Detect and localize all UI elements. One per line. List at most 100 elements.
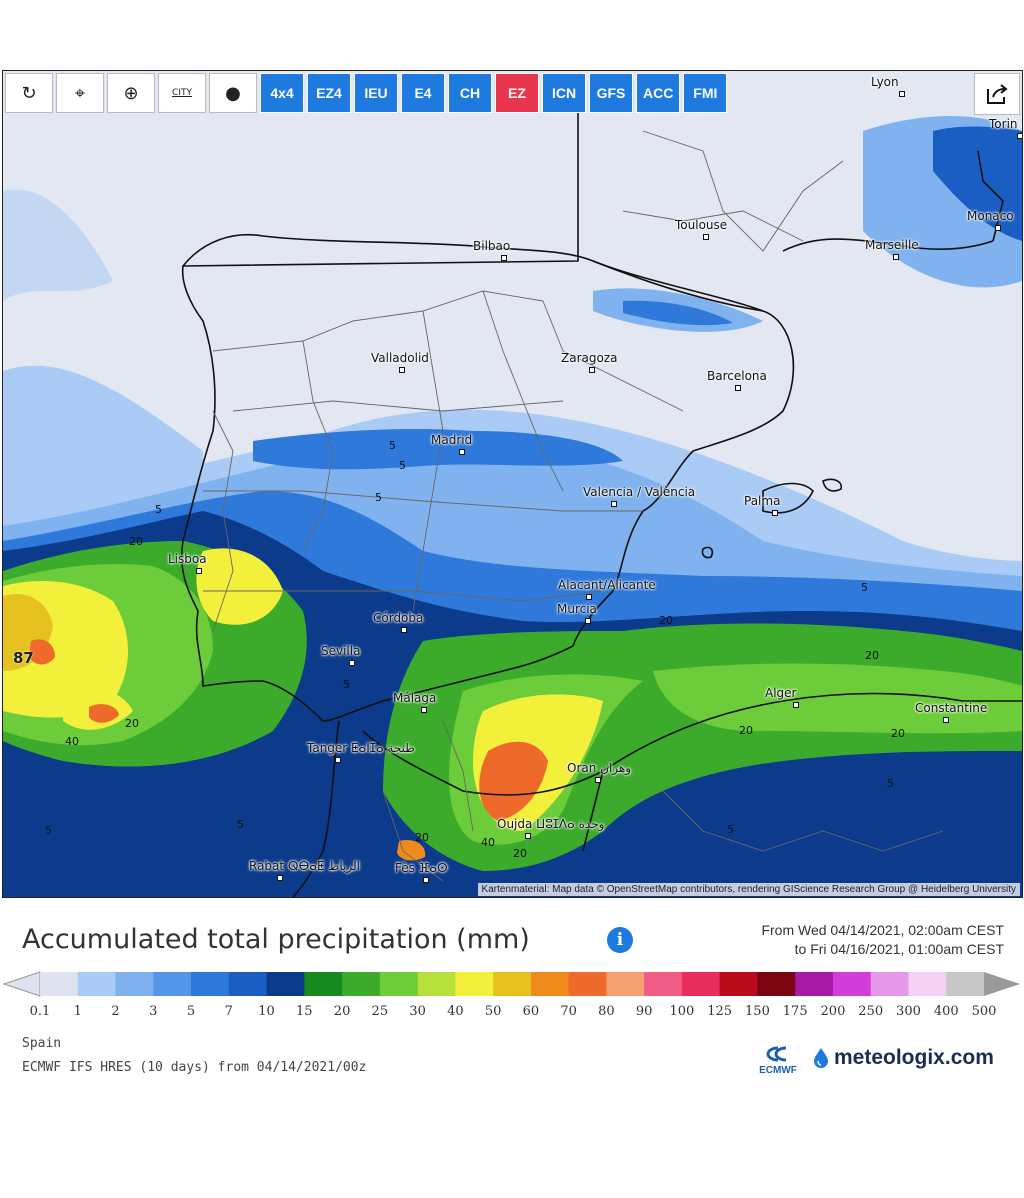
legend-swatch — [870, 972, 909, 996]
legend-tick-label: 150 — [745, 1004, 770, 1019]
contour-value: 20 — [865, 649, 879, 662]
contour-value: 5 — [727, 823, 734, 836]
precip-area — [3, 189, 113, 301]
contour-value: 20 — [415, 831, 429, 844]
ecmwf-logo-icon — [766, 1046, 787, 1062]
legend-swatch — [606, 972, 645, 996]
refresh-icon: ↻ — [21, 82, 37, 104]
legend-swatch — [40, 972, 79, 996]
city-label: Fès ⴼⴰⵙ — [395, 861, 448, 875]
city-marker — [349, 660, 355, 666]
info-icon[interactable]: i — [607, 927, 633, 953]
city-marker — [893, 254, 899, 260]
city-label: Alacant/Alicante — [558, 578, 656, 592]
map-toolbar: ↻ ⌖ ⊕ CITY ● 4x4 EZ4 IEU E4 CH EZ ICN GFS ACC FMI — [5, 73, 728, 115]
location-pin-icon-button[interactable]: ⌖ — [56, 73, 104, 113]
droplet-icon — [814, 1048, 828, 1068]
model-button-ez4[interactable]: EZ4 — [307, 73, 351, 113]
legend-swatch — [568, 972, 607, 996]
city-label: Rabat ⵕⴱⴰⵟ الرباط — [249, 859, 360, 873]
legend-tick-label: 3 — [149, 1004, 158, 1019]
model-button-acc[interactable]: ACC — [636, 73, 681, 113]
city-marker — [772, 510, 778, 516]
contour-value: 40 — [65, 735, 79, 748]
legend-tick-label: 50 — [484, 1004, 502, 1019]
share-button[interactable] — [974, 73, 1020, 115]
city-label: Madrid — [431, 433, 473, 447]
refresh-icon-button[interactable]: ↻ — [5, 73, 53, 113]
contour-value: 87 — [13, 649, 34, 667]
legend-tick-label: 2 — [111, 1004, 120, 1019]
legend-tick-label: 200 — [820, 1004, 846, 1019]
legend-swatch — [153, 972, 192, 996]
city-label: Valladolid — [371, 351, 429, 365]
city-toggle-button[interactable]: CITY — [158, 73, 206, 113]
city-label: Torin — [989, 117, 1018, 131]
legend-tick-label: 10 — [258, 1004, 275, 1019]
zoom-icon: ⊕ — [123, 82, 139, 104]
legend-swatch — [191, 972, 230, 996]
city-toggle-icon: CITY — [172, 88, 192, 98]
legend-swatch — [228, 972, 268, 996]
city-label: Bilbao — [473, 239, 511, 253]
city-label: Alger — [765, 686, 797, 700]
precip-area — [479, 741, 548, 821]
legend-swatch — [795, 972, 834, 996]
precip-area — [397, 839, 426, 861]
model-button-ieu[interactable]: IEU — [354, 73, 398, 113]
city-label: Córdoba — [373, 611, 424, 625]
city-label: Lyon — [871, 75, 899, 89]
city-label: Constantine — [915, 701, 988, 715]
legend-swatch — [757, 972, 796, 996]
zoom-icon-button[interactable]: ⊕ — [107, 73, 155, 113]
legend-tick-label: 5 — [186, 1004, 196, 1019]
city-marker — [586, 594, 592, 600]
city-marker — [501, 255, 507, 261]
contour-value: 20 — [129, 535, 143, 548]
map-canvas[interactable] — [3, 71, 1022, 897]
city-marker — [1017, 133, 1022, 139]
legend-tick-label: 15 — [296, 1004, 313, 1019]
city-marker — [423, 877, 429, 883]
legend-swatch — [946, 972, 985, 996]
city-label: Palma — [744, 494, 781, 508]
city-label: Málaga — [393, 691, 437, 705]
city-marker — [899, 91, 905, 97]
model-button-e4[interactable]: E4 — [401, 73, 445, 113]
city-marker — [459, 449, 465, 455]
model-button-icn[interactable]: ICN — [542, 73, 586, 113]
contour-value: 5 — [155, 503, 162, 516]
model-button-ch[interactable]: CH — [448, 73, 492, 113]
model-button-ez[interactable]: EZ — [495, 73, 539, 113]
contour-value: 5 — [399, 459, 406, 472]
color-legend — [2, 971, 1020, 997]
legend-swatch — [115, 972, 154, 996]
precip-area — [89, 704, 119, 723]
city-label: Monaco — [967, 209, 1014, 223]
legend-tick-label: 80 — [598, 1004, 615, 1019]
city-label: Sevilla — [321, 644, 361, 658]
legend-swatch — [342, 972, 381, 996]
contour-value: 20 — [739, 724, 753, 737]
city-label: Valencia / València — [583, 485, 696, 499]
legend-swatch — [681, 972, 721, 996]
legend-swatch — [417, 972, 456, 996]
legend-tick-label: 70 — [560, 1004, 577, 1019]
legend-tick-label: 60 — [522, 1004, 540, 1019]
precipitation-map[interactable]: ↻ ⌖ ⊕ CITY ● 4x4 EZ4 IEU E4 CH EZ ICN GFS ACC FMI Lyon… — [2, 70, 1023, 898]
meteologix-logo[interactable]: meteologix.com — [812, 1046, 994, 1070]
city-marker — [401, 627, 407, 633]
legend-swatch — [832, 972, 872, 996]
legend-swatch — [266, 972, 305, 996]
location-pin-icon: ⌖ — [74, 82, 86, 104]
chart-title: Accumulated total precipitation (mm) — [22, 924, 530, 955]
model-button-fmi[interactable]: FMI — [683, 73, 728, 113]
dot-icon-button[interactable]: ● — [209, 73, 257, 113]
city-marker — [611, 501, 617, 507]
model-button-gfs[interactable]: GFS — [589, 73, 633, 113]
legend-swatch — [530, 972, 570, 996]
legend-tick-label: 500 — [971, 1004, 997, 1019]
legend-tick-label: 100 — [669, 1004, 695, 1019]
model-button-4x4[interactable]: 4x4 — [260, 73, 304, 113]
ecmwf-text: ECMWF — [759, 1065, 797, 1076]
